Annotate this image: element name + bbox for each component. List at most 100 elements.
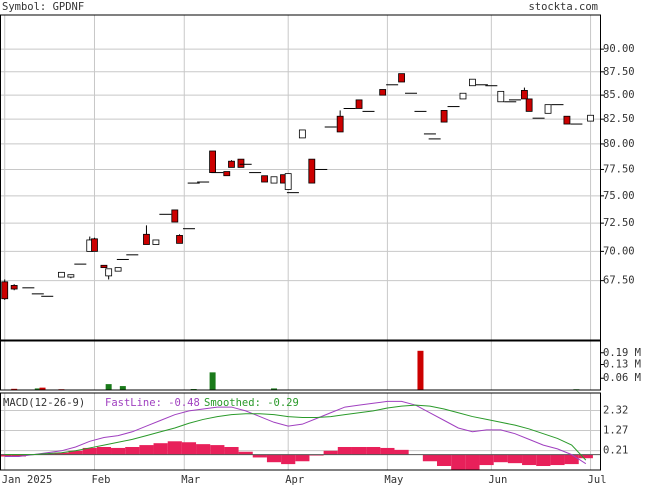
- macd-histogram-bar: [139, 445, 154, 455]
- legend-entry: FastLine: -0.48: [105, 397, 200, 409]
- candle-body: [469, 78, 476, 87]
- candle-body: [228, 160, 235, 168]
- macd-histogram-bar: [266, 454, 282, 463]
- legend-entry: Smoothed: -0.29: [204, 397, 299, 409]
- candle-body: [143, 233, 150, 245]
- macd-histogram-bar: [238, 451, 253, 455]
- y-tick-label: 70.00: [603, 245, 635, 257]
- candle-body: [298, 129, 306, 139]
- macd-histogram-bar: [536, 454, 551, 467]
- x-tick-label: Jan 2025: [2, 474, 53, 486]
- candle-body: [114, 267, 122, 272]
- volume-bar: [119, 386, 126, 390]
- x-tick-label: Jul: [588, 474, 607, 486]
- x-tick-label: Feb: [91, 474, 110, 486]
- y-tick-label: 87.50: [603, 66, 635, 78]
- macd-histogram-bar: [54, 452, 69, 455]
- macd-line: [4, 404, 587, 461]
- volume-tick-label: 0.13 M: [603, 359, 641, 371]
- macd-tick-label: 0.21: [603, 445, 628, 457]
- candle-body: [521, 90, 528, 100]
- volume-tick-label: 0.19 M: [603, 347, 641, 359]
- x-tick-label: May: [384, 474, 403, 486]
- candle-body: [440, 110, 448, 123]
- macd-tick-label: 1.27: [603, 424, 628, 436]
- macd-histogram-bar: [337, 446, 352, 455]
- symbol-title: Symbol: GPDNF: [2, 1, 84, 13]
- y-tick-label: 77.50: [603, 163, 635, 175]
- candle-body: [58, 271, 65, 278]
- macd-histogram-bar: [281, 454, 296, 465]
- macd-histogram-bar: [380, 447, 395, 455]
- volume-bar: [39, 387, 46, 390]
- macd-histogram-bar: [11, 454, 26, 457]
- panel-frame: [0, 392, 601, 471]
- macd-histogram-bar: [210, 445, 225, 455]
- macd-histogram-bar: [493, 454, 508, 463]
- macd-histogram-bar: [252, 454, 267, 458]
- volume-bar: [417, 350, 424, 390]
- candle-body: [10, 285, 18, 290]
- x-tick-label: Jun: [488, 474, 507, 486]
- macd-histogram-bar: [422, 454, 438, 462]
- volume-bar: [209, 372, 216, 390]
- macd-histogram-bar: [522, 454, 537, 466]
- candle-body: [1, 281, 9, 300]
- macd-histogram-bar: [394, 449, 409, 455]
- panel-frame: [0, 340, 601, 391]
- volume-bar: [105, 384, 112, 390]
- x-tick-label: Apr: [285, 474, 304, 486]
- macd-histogram-bar: [153, 443, 168, 455]
- y-tick-label: 75.00: [603, 190, 635, 202]
- macd-histogram-bar: [507, 454, 523, 464]
- y-tick-label: 80.00: [603, 138, 635, 150]
- candle-body: [237, 158, 245, 168]
- y-tick-label: 72.50: [603, 217, 635, 229]
- y-tick-label: 82.50: [603, 113, 635, 125]
- candle-body: [497, 90, 505, 103]
- macd-histogram-bar: [351, 446, 367, 455]
- candle-body: [308, 158, 316, 184]
- candle-body: [525, 98, 533, 112]
- volume-bar: [11, 388, 18, 390]
- candle-body: [587, 114, 594, 122]
- macd-histogram-bar: [451, 454, 466, 470]
- candle-body: [284, 173, 292, 190]
- volume-bar: [271, 388, 278, 390]
- candle-body: [379, 89, 387, 96]
- volume-bar: [34, 388, 41, 390]
- candle-body: [544, 104, 552, 114]
- macd-label: MACD(12-26-9): [3, 397, 85, 409]
- panel-frame: [0, 14, 601, 341]
- macd-histogram-bar: [196, 444, 211, 455]
- macd-histogram-bar: [68, 450, 83, 455]
- macd-histogram-bar: [125, 446, 140, 455]
- macd-histogram-bar: [295, 454, 310, 462]
- volume-tick-label: 0.06 M: [603, 372, 641, 384]
- macd-histogram-bar: [479, 454, 494, 466]
- macd-histogram-bar: [550, 454, 565, 466]
- x-tick-label: Mar: [181, 474, 200, 486]
- macd-histogram-bar: [224, 446, 239, 455]
- macd-histogram-bar: [578, 454, 593, 459]
- y-tick-label: 90.00: [603, 43, 635, 55]
- candle-body: [459, 92, 467, 100]
- macd-tick-label: 2.32: [603, 404, 628, 416]
- candle-body: [100, 264, 108, 269]
- candle-body: [176, 235, 183, 244]
- candle-body: [336, 115, 344, 133]
- plot-layer: Jan 2025 Feb Mar Apr May Jun Jul 67.50 70.00 72.5…: [0, 14, 641, 486]
- candle-body: [261, 175, 268, 183]
- candle-body: [105, 268, 113, 277]
- candle-body: [563, 115, 571, 125]
- macd-histogram-bar: [111, 447, 126, 455]
- macd-histogram-bar: [96, 446, 112, 455]
- y-tick-label: 67.50: [603, 275, 635, 287]
- macd-histogram-bar: [0, 454, 12, 457]
- macd-histogram-bar: [181, 442, 197, 455]
- candle-body: [209, 150, 216, 173]
- macd-histogram-bar: [323, 450, 338, 455]
- source: stockta.com: [528, 1, 598, 13]
